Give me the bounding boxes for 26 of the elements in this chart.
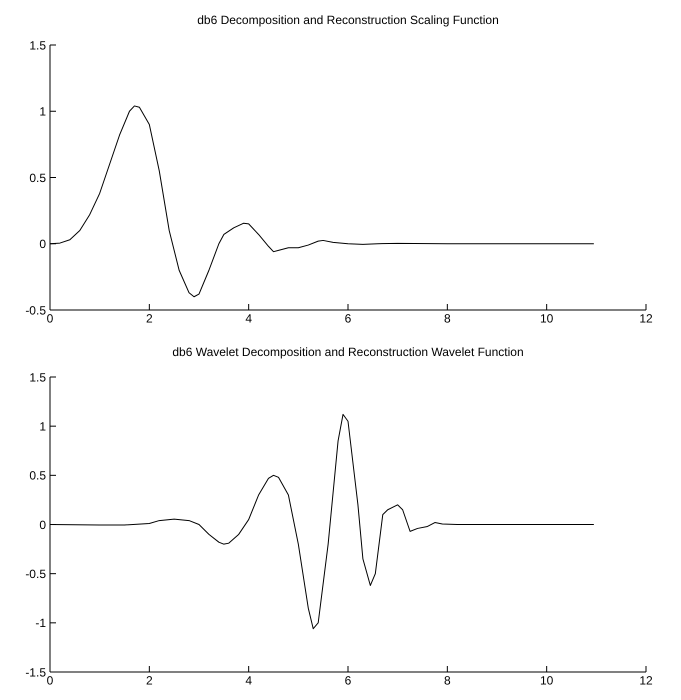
x-tick-label: 12 bbox=[639, 312, 653, 326]
x-tick-label: 2 bbox=[146, 674, 153, 688]
y-tick-label: -1 bbox=[35, 616, 46, 630]
x-tick-label: 2 bbox=[146, 312, 153, 326]
x-tick-label: 12 bbox=[639, 674, 653, 688]
y-tick-label: 1 bbox=[39, 419, 46, 434]
y-tick-label: 1.5 bbox=[29, 38, 46, 52]
y-tick-label: -0.5 bbox=[25, 303, 46, 318]
y-tick-label: 1.5 bbox=[29, 370, 46, 384]
y-tick-label: 0.5 bbox=[29, 468, 46, 483]
y-tick-label: 0.5 bbox=[29, 170, 46, 185]
x-tick-label: 8 bbox=[444, 674, 451, 688]
x-tick-label: 10 bbox=[540, 674, 554, 688]
y-tick-label: 0 bbox=[39, 518, 46, 532]
x-tick-label: 6 bbox=[344, 674, 352, 688]
y-tick-label: 0 bbox=[39, 237, 46, 252]
y-tick-label: -0.5 bbox=[25, 566, 46, 581]
x-tick-label: 6 bbox=[344, 312, 352, 326]
x-tick-label: 10 bbox=[540, 312, 554, 326]
y-tick-label: 1 bbox=[39, 104, 46, 119]
x-tick-label: 4 bbox=[245, 674, 252, 688]
x-tick-label: 8 bbox=[444, 312, 451, 326]
x-tick-label: 4 bbox=[245, 312, 252, 326]
chart-title: db6 Wavelet Decomposition and Reconstruction Wavelet Function bbox=[171, 345, 525, 359]
chart-title: db6 Decomposition and Reconstruction Scaling Function bbox=[196, 13, 500, 27]
y-tick-label: -1.5 bbox=[25, 665, 46, 680]
